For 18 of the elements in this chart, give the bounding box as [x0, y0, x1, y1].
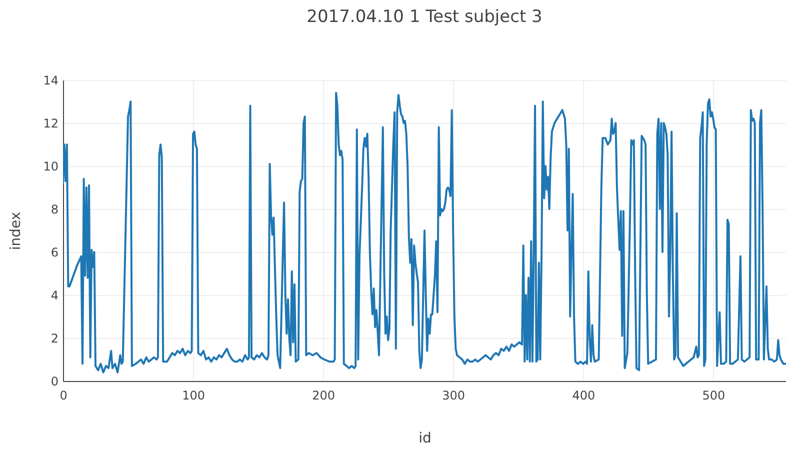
y-tick-label: 12 — [43, 116, 58, 130]
y-tick-label: 8 — [50, 202, 58, 216]
y-tick-label: 6 — [50, 246, 58, 260]
y-tick-label: 2 — [50, 332, 58, 346]
y-tick-label: 14 — [43, 74, 58, 88]
y-tick-label: 10 — [43, 160, 58, 174]
y-axis-title: index — [8, 212, 24, 250]
chart-title: 2017.04.10 1 Test subject 3 — [306, 7, 542, 27]
x-tick-label: 0 — [60, 388, 68, 402]
y-tick-label: 4 — [50, 288, 58, 302]
x-tick-label: 100 — [182, 388, 205, 402]
x-tick-label: 200 — [312, 388, 336, 402]
line-series — [63, 92, 786, 374]
x-tick-label: 400 — [572, 388, 596, 402]
x-axis-title: id — [418, 430, 432, 446]
y-tick-label: 0 — [50, 374, 58, 388]
x-tick-label: 300 — [442, 388, 466, 402]
x-tick-label: 500 — [702, 388, 726, 402]
